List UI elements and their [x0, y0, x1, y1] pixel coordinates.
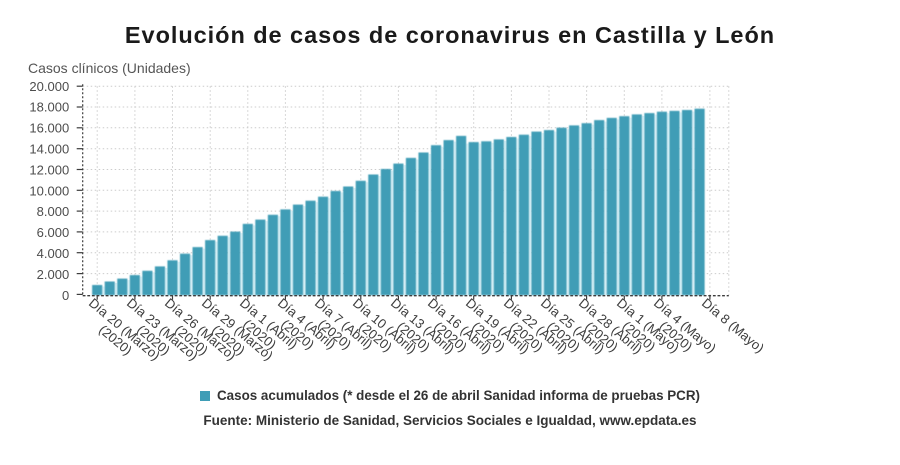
svg-text:6.000: 6.000: [37, 225, 70, 240]
svg-text:2.000: 2.000: [37, 267, 70, 282]
svg-text:0: 0: [62, 288, 69, 303]
svg-text:20.000: 20.000: [29, 79, 69, 94]
svg-text:10.000: 10.000: [29, 183, 69, 198]
svg-text:8.000: 8.000: [37, 204, 70, 219]
svg-text:18.000: 18.000: [29, 100, 69, 115]
svg-text:4.000: 4.000: [37, 246, 70, 261]
svg-text:16.000: 16.000: [29, 121, 69, 136]
svg-text:14.000: 14.000: [29, 142, 69, 157]
svg-text:12.000: 12.000: [29, 162, 69, 177]
